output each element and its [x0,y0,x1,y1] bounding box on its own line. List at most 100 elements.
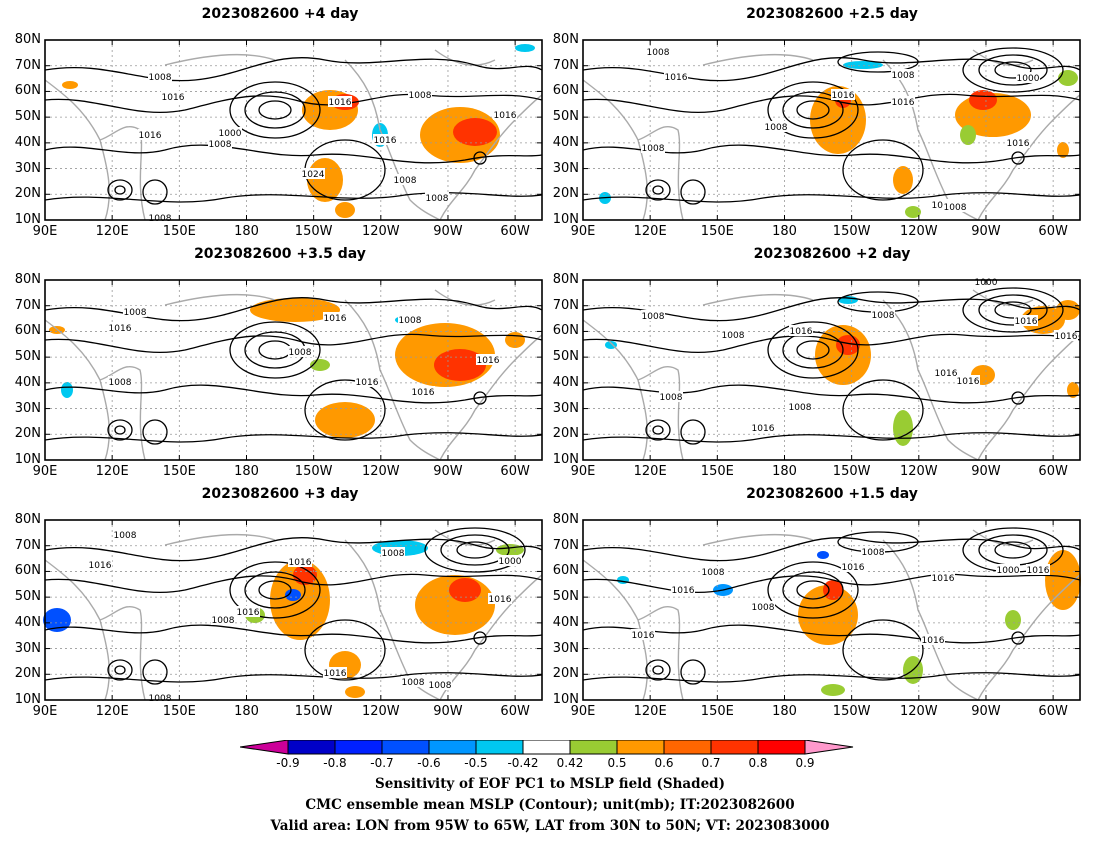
lon-tick-label: 150E [162,704,196,719]
contour-label-bg [641,142,665,153]
contour-label-bg [841,561,865,572]
lon-tick-label: 150W [294,224,333,239]
graticule [583,520,1080,700]
sensitivity-shade [836,335,860,355]
contour-label-bg [288,346,312,357]
contour-label-bg [113,529,137,540]
lon-tick-label: 180 [772,704,797,719]
sensitivity-shade [250,298,340,322]
contour-label: 1016 [494,111,517,121]
contour-label-bg [148,212,172,223]
contour-label: 1016 [237,608,260,618]
lat-tick-label: 50N [14,109,41,125]
contour-label: 1000 [1017,74,1040,84]
map-frame [44,279,543,461]
sensitivity-shade [1005,610,1021,630]
colorbar-low-arrow [240,740,289,755]
contour-label-bg [996,564,1020,575]
map-svg-4: 1008101610081016100810001016101610161016… [582,276,1081,461]
sensitivity-shade [843,61,883,69]
lat-tick-label: 20N [552,186,579,202]
lat-tick-label: 30N [14,400,41,416]
colorbar-tick-label: 0.8 [748,756,768,770]
contour-label-bg [493,109,517,120]
lat-tick-label: 50N [14,589,41,605]
lon-tick-label: 150W [294,464,333,479]
lat-tick-label: 70N [14,297,41,313]
lat-tick-label: 10N [14,692,41,707]
lon-tick-label: 120E [633,224,667,239]
lon-tick-label: 90W [433,224,463,239]
contour-label: 1016 [1015,317,1038,327]
lat-tick-label: 70N [552,57,579,73]
contour-label: 1008 [642,144,665,154]
lat-tick-label: 60N [552,563,579,579]
lat-tick-label: 50N [552,349,579,365]
lat-tick-label: 40N [552,614,579,630]
sensitivity-shade [1067,382,1079,398]
contour-label-bg [393,174,417,185]
contour-label-bg [1014,315,1038,326]
contour-label: 1000 [219,129,242,139]
contour-label: 1016 [932,574,955,584]
contour-label-bg [355,376,379,387]
colorbar-swatch [522,740,571,755]
lat-tick-label: 60N [14,323,41,339]
isobars [44,57,543,205]
contour-label-bg [891,69,915,80]
contour-label-bg [138,129,162,140]
lat-tick-label: 10N [552,212,579,227]
map-frame [582,279,1081,461]
contour-label-bg [956,375,980,386]
contour-label-bg [831,89,855,100]
lon-tick-label: 120W [899,704,938,719]
panel-title-3: 2023082600 +3.5 day [194,246,366,262]
axis-ticks [44,519,542,701]
map-panel-5: 1008 1016 1016 1008 1016 1008 1000 1016 1016 1008… [43,519,543,704]
graticule [45,520,542,700]
lat-tick-label: 20N [14,666,41,682]
colorbar-swatch [475,740,524,755]
contour-label: 1008 [382,549,405,559]
lon-tick-label: 120E [95,464,129,479]
lon-tick-label: 60W [500,704,530,719]
sensitivity-shade [817,551,829,559]
contour-label: 1016 [162,93,185,103]
map-panel-3: 1008 1016 1016 1008 1008 1016 1016 1016 1008 [44,279,543,461]
colorbar-tick-label: -0.8 [323,756,347,770]
lat-tick-label: 50N [14,349,41,365]
colorbar-swatch [381,740,430,755]
lat-tick-label: 70N [552,297,579,313]
panel-title-5: 2023082600 +3 day [201,486,359,502]
sensitivity-shade [1056,300,1080,320]
map-frame [582,519,1081,701]
contour-label-bg [943,201,967,212]
graticule [45,40,542,220]
contour-label-bg [891,96,915,107]
sensitivity-shade [285,589,301,601]
map-frame [582,39,1081,221]
lat-tick-label: 60N [14,563,41,579]
lat-tick-label: 40N [14,614,41,630]
lat-tick-label: 60N [552,83,579,99]
contour-label-bg [108,376,132,387]
lat-tick-label: 30N [552,160,579,176]
colorbar-tick-label: 0.42 [556,756,584,770]
axis-ticks [582,279,1080,461]
contour-label: 1016 [842,563,865,573]
lon-tick-label: 120W [361,704,400,719]
lat-tick-label: 60N [552,323,579,339]
contour-label-bg [381,547,405,558]
sensitivity-shade [905,206,921,218]
lat-tick-label: 80N [14,272,41,287]
sensitivity-shade [1021,306,1065,334]
lat-tick-label: 40N [552,374,579,390]
contour-label: 1008 [402,678,425,688]
lat-tick-label: 70N [14,57,41,73]
lat-tick-label: 20N [552,666,579,682]
contour-label-bg [861,546,885,557]
contour-label: 1008 [892,71,915,81]
contour-label-bg [931,572,955,583]
colorbar-swatch [710,740,759,755]
panel-title-6: 2023082600 +1.5 day [746,486,918,502]
